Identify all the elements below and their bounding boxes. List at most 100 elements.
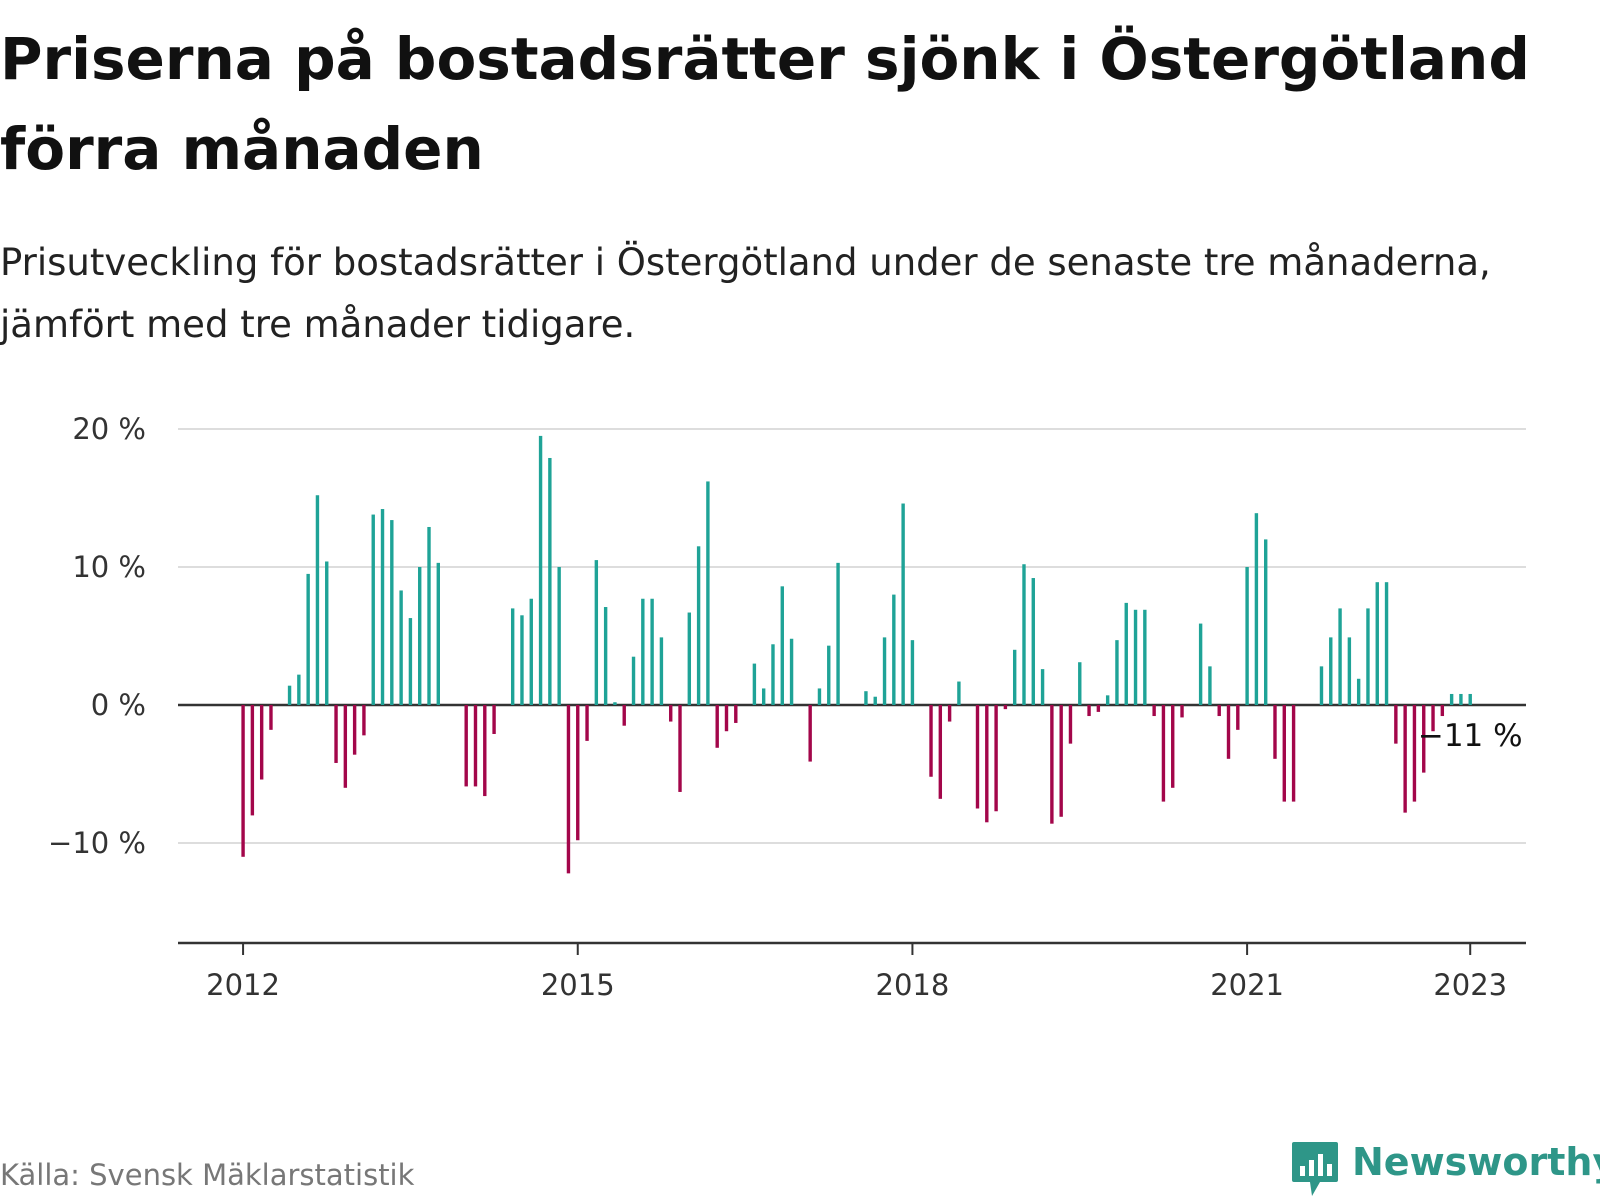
bar-negative (1171, 705, 1175, 788)
bar-negative (464, 705, 468, 787)
chart-subtitle: Prisutveckling för bostadsrätter i Öster… (0, 241, 1491, 346)
bar-positive (297, 674, 301, 705)
chart-title: Priserna på bostadsrätter sjönk i Österg… (0, 25, 1530, 183)
bar-positive (780, 586, 784, 705)
bar-positive (1338, 608, 1342, 705)
source-note: Källa: Svensk Mäklarstatistik (0, 1158, 415, 1192)
bar-negative (1161, 705, 1166, 802)
bar-negative (1087, 705, 1091, 717)
bar-negative (1394, 705, 1398, 744)
bar-positive (520, 615, 524, 705)
bar-positive (1031, 578, 1035, 705)
bar-positive (1384, 582, 1389, 705)
bar-negative (1282, 705, 1286, 802)
bar-positive (538, 435, 543, 705)
bar-positive (687, 612, 692, 705)
bar-positive (315, 495, 320, 705)
bar-positive (287, 685, 292, 705)
bar-negative (1236, 705, 1240, 730)
bar-negative (483, 705, 487, 797)
bar-positive (408, 618, 413, 705)
bar-negative (566, 705, 571, 874)
bar-positive (306, 573, 310, 705)
bar-positive (1078, 662, 1082, 705)
annotations: −11 % (1418, 718, 1523, 754)
bar-positive (1459, 693, 1463, 705)
bar-negative (1412, 705, 1417, 802)
bar-negative (622, 705, 626, 726)
bar-negative (1068, 705, 1073, 744)
bar-negative (715, 705, 719, 748)
bar-negative (938, 705, 943, 799)
bar-negative (1403, 705, 1407, 813)
bar-negative (669, 705, 673, 722)
bar-negative (343, 705, 348, 788)
bar-positive (1115, 640, 1119, 705)
bar-negative (1273, 705, 1277, 759)
bar-positive (1264, 539, 1268, 705)
bar-negative (250, 705, 255, 816)
bar-chart: 20 % 10 % 0 % −10 % 2012 2015 2018 2021 2023 −11… (48, 412, 1526, 1002)
bar-positive (864, 691, 868, 705)
bar-positive (873, 696, 877, 705)
axes: 20 % 10 % 0 % −10 % 2012 2015 2018 2021 2023 (48, 412, 1526, 1002)
bar-negative (241, 705, 245, 857)
bar-positive (418, 567, 422, 705)
bar-negative (576, 705, 580, 841)
bar-negative (1440, 705, 1445, 717)
bar-positive (771, 644, 775, 705)
bar-positive (650, 598, 654, 705)
bar-positive (1012, 649, 1017, 705)
bar-positive (836, 562, 840, 705)
bar-positive (380, 509, 385, 705)
bar-positive (1208, 666, 1212, 705)
bar-positive (1143, 609, 1147, 705)
x-tick-label: 2012 (206, 968, 280, 1002)
bar-positive (659, 637, 664, 705)
bar-negative (1226, 705, 1231, 759)
bar-negative (808, 705, 812, 762)
bar-positive (325, 561, 329, 705)
bar-negative (492, 705, 496, 734)
bar-positive (1245, 567, 1249, 705)
bar-positive (910, 640, 915, 705)
bar-positive (641, 598, 645, 705)
bar-positive (1022, 564, 1026, 705)
bar-negative (975, 705, 980, 809)
bar-positive (390, 520, 394, 705)
bar-negative (1180, 705, 1184, 718)
bar-negative (1217, 705, 1221, 717)
bar-positive (1468, 693, 1472, 705)
bar-negative (1059, 705, 1063, 817)
bar-positive (696, 546, 701, 705)
brand-logo[interactable]: Newsworthy (1290, 1140, 1600, 1200)
bar-negative (334, 705, 338, 763)
bar-positive (1449, 693, 1454, 705)
latest-value-label: −11 % (1418, 718, 1523, 754)
bar-positive (1319, 666, 1324, 705)
bar-negative (678, 705, 682, 792)
y-tick-label: 10 % (72, 550, 146, 584)
bar-positive (761, 688, 766, 705)
bar-negative (985, 705, 989, 823)
bar-negative (1050, 705, 1054, 824)
bar-positive (603, 607, 608, 705)
bar-positive (371, 514, 375, 705)
bar-positive (706, 481, 710, 705)
bar-positive (1366, 608, 1370, 705)
bar-negative (259, 705, 264, 780)
bar-negative (1291, 705, 1296, 802)
bar-positive (1347, 637, 1352, 705)
bar-positive (882, 637, 887, 705)
bar-negative (352, 705, 357, 755)
bar-negative (929, 705, 933, 777)
bar-positive (1356, 678, 1361, 705)
bar-negative (734, 705, 738, 723)
bar-negative (1003, 705, 1008, 710)
bar-positive (436, 562, 440, 705)
bar-positive (613, 702, 617, 705)
gridlines (178, 428, 1526, 844)
x-tick-label: 2018 (876, 968, 950, 1002)
bar-positive (427, 526, 431, 705)
x-tick-label: 2015 (541, 968, 615, 1002)
